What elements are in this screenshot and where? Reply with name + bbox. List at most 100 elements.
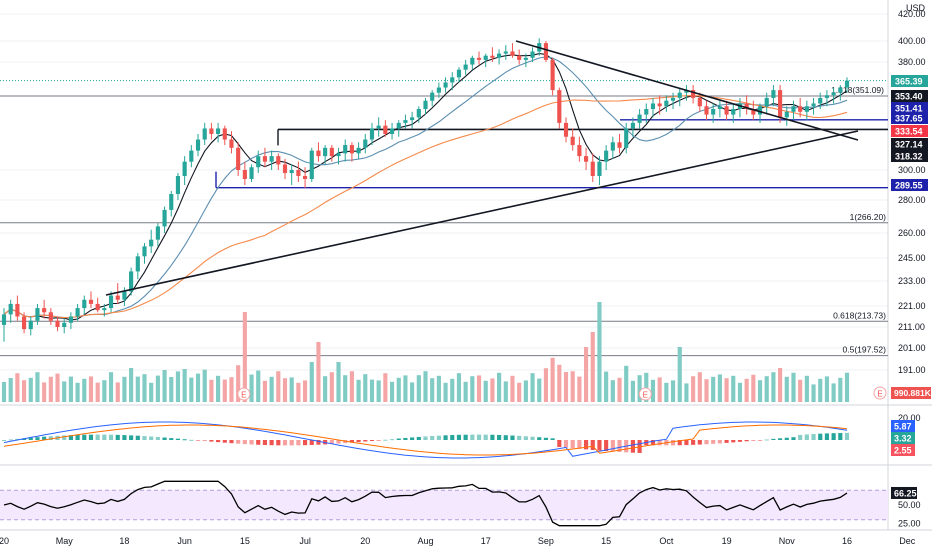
macd-histogram-bar [670,440,676,446]
volume-bar [637,375,642,402]
earnings-marker-label: E [241,391,246,400]
macd-histogram-bar [697,440,702,445]
volume-bar [677,347,682,402]
candle-body [349,145,354,154]
macd-histogram-bar [778,438,783,440]
macd-histogram-bar [677,440,682,446]
volume-bar [563,372,569,402]
macd-histogram-bar [8,439,13,441]
candle-body [95,303,100,311]
volume-bar [75,382,80,402]
trendlines[interactable] [105,40,859,296]
volume-bar [757,380,763,402]
candle-body [236,147,241,170]
candle-body [697,97,702,107]
candle-body [343,145,348,154]
macd-histogram-bar [410,437,415,440]
macd-histogram-bar [537,437,542,440]
volume-bar [503,381,508,402]
time-tick-label: 20 [360,536,370,546]
rsi-tick-label: 25.00 [898,519,921,529]
volume-bar [389,381,395,402]
horizontal-levels[interactable] [215,119,888,189]
rsi-pane [0,480,888,527]
level-tag [891,125,928,137]
level-tag [891,150,928,162]
volume-bar [497,372,502,402]
level-tag-label: 333.54 [895,127,923,137]
candle-body [476,57,482,60]
macd-histogram-bar [175,438,181,440]
candle-body [450,77,455,83]
volume-bar [21,380,27,402]
macd-histogram-bar [403,437,408,440]
macd-histogram-bar [630,440,635,453]
level-tag [891,102,928,114]
rsi-band [0,490,888,520]
candles[interactable] [1,38,850,342]
candle-body [229,139,234,148]
volume-bar [323,376,328,402]
candle-body [630,122,635,129]
time-tick-label: Jul [299,536,311,546]
volume-bar [543,368,549,402]
macd-histogram-bar [563,440,569,448]
volume-bar [108,372,114,402]
macd-histogram-bar [430,436,435,440]
macd-histogram-bar [757,440,763,441]
volume-bar [443,382,448,402]
volume-bar [751,374,756,402]
candle-body [82,299,87,309]
candle-body [798,106,803,112]
candle-body [410,117,415,121]
macd-histogram-bar [416,436,421,440]
volume-bar [229,377,234,402]
macd-histogram-bar [62,435,67,440]
volume-bar [784,376,789,402]
candle-body [430,92,435,101]
volume-bar [262,380,268,402]
macd-histogram-bar [604,440,609,452]
candle-body [510,51,515,56]
volume-bar [670,380,676,402]
candle-body [644,109,649,115]
time-axis[interactable]: 20 May 18 Jun 15 Jul 20 Aug 17 Sep 15 Oct 19 Nov 16 Dec [0,536,916,546]
volume-bar [577,376,582,402]
candle-body [483,55,488,60]
macd-histogram-bar [530,436,535,440]
macd-histogram-bar [162,437,167,440]
volume-bar [483,380,488,402]
volume-bar [175,371,181,402]
candle-body [650,103,656,110]
volume-bar [42,382,47,402]
candle-body [329,147,334,157]
volume-bar [242,312,247,402]
volume-bar [316,342,321,402]
volume-bar [416,375,421,402]
volume-bar [302,380,308,402]
candle-body [557,90,562,123]
volume-bar [236,365,241,402]
macd-histogram-bar [490,434,495,440]
macd-histogram-bar [443,435,448,440]
volume-bar [162,370,167,402]
macd-histogram-bar [383,439,388,441]
fib-label: 1(266.20) [850,212,887,222]
volume-bar [256,370,261,402]
volume-bar [804,375,809,402]
level-tag-label: 318.32 [895,152,923,162]
macd-histogram-bar [336,440,341,444]
candle-body [670,97,676,101]
volume-bar [630,380,635,402]
price-tick-label: 233.00 [898,276,926,286]
volume-bar [396,377,401,402]
volume-bar [537,378,542,402]
macd-histogram-bar [316,440,321,445]
candle-body [771,90,776,98]
volume-bar [744,378,749,402]
macd-histogram-bar [744,440,749,442]
